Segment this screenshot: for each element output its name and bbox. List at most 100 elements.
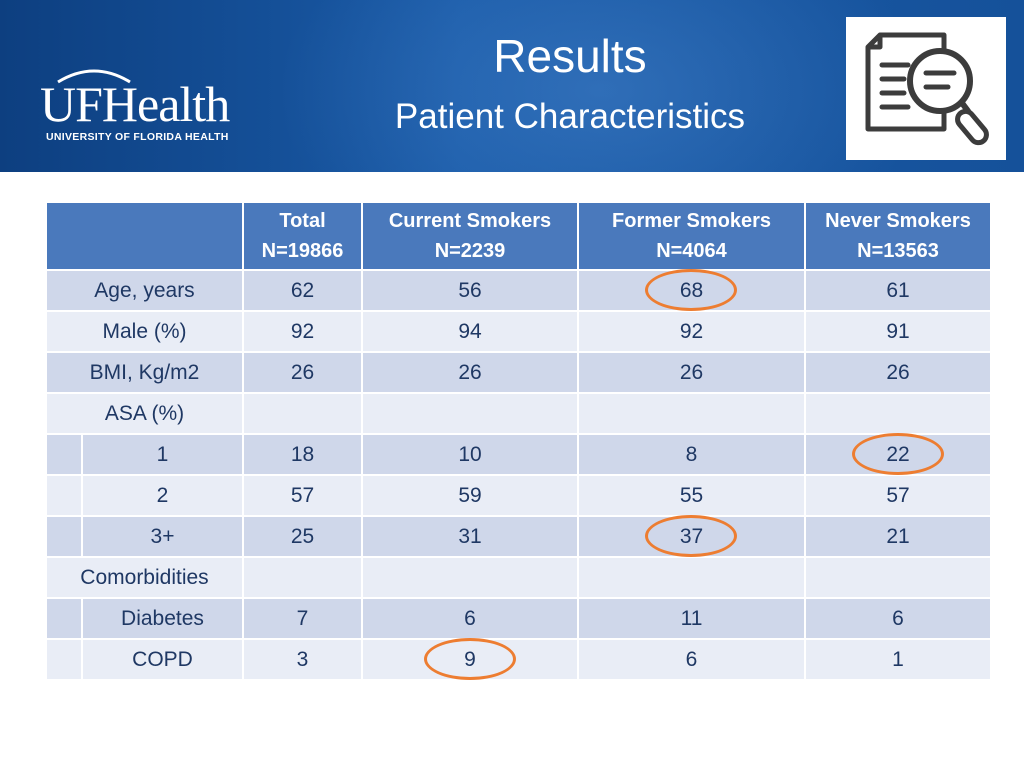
cell-value: 9 bbox=[464, 648, 476, 671]
cell-value: 26 bbox=[680, 361, 703, 384]
cell-value: 6 bbox=[892, 607, 904, 630]
indent-spacer-cell bbox=[46, 434, 82, 475]
table-header-row: Total N=19866 Current Smokers N=2239 Forme… bbox=[46, 202, 991, 270]
value-cell: 57 bbox=[243, 475, 362, 516]
cell-value: 31 bbox=[458, 525, 481, 548]
cell-value: 11 bbox=[681, 607, 703, 630]
cell-value-wrap: 94 bbox=[458, 320, 481, 344]
value-cell: 31 bbox=[362, 516, 578, 557]
value-cell bbox=[578, 557, 805, 598]
indent-spacer-cell bbox=[46, 598, 82, 639]
value-cell bbox=[362, 393, 578, 434]
value-cell: 1 bbox=[805, 639, 991, 680]
value-cell: 9 bbox=[362, 639, 578, 680]
cell-value: 37 bbox=[680, 525, 703, 548]
cell-value: 3 bbox=[297, 648, 309, 671]
value-cell: 91 bbox=[805, 311, 991, 352]
table-row: 2 57 59 55 57 bbox=[46, 475, 991, 516]
row-label: 3+ bbox=[82, 516, 243, 557]
value-cell: 61 bbox=[805, 270, 991, 311]
table-row: BMI, Kg/m2 26 26 26 26 bbox=[46, 352, 991, 393]
header-corner-cell bbox=[46, 202, 243, 270]
value-cell: 25 bbox=[243, 516, 362, 557]
header-col-name: Never Smokers bbox=[825, 210, 971, 232]
header-col-n: N=13563 bbox=[857, 240, 939, 262]
patient-characteristics-table: Total N=19866 Current Smokers N=2239 Forme… bbox=[45, 201, 992, 681]
cell-value: 55 bbox=[680, 484, 703, 507]
cell-value-wrap: 22 bbox=[886, 443, 909, 467]
header-cell: Former Smokers N=4064 bbox=[578, 202, 805, 270]
document-magnifier-icon bbox=[846, 17, 1006, 160]
cell-value: 21 bbox=[886, 525, 909, 548]
value-cell: 26 bbox=[243, 352, 362, 393]
cell-value-wrap: 26 bbox=[886, 361, 909, 385]
indent-spacer-cell bbox=[46, 516, 82, 557]
cell-value-wrap: 37 bbox=[680, 525, 703, 549]
cell-value: 56 bbox=[458, 279, 481, 302]
value-cell: 26 bbox=[805, 352, 991, 393]
cell-value-wrap: 91 bbox=[886, 320, 909, 344]
cell-value: 62 bbox=[291, 279, 314, 302]
row-label: ASA (%) bbox=[46, 393, 243, 434]
cell-value: 92 bbox=[680, 320, 703, 343]
header-col-n: N=4064 bbox=[656, 240, 727, 262]
value-cell bbox=[243, 393, 362, 434]
table-row: Comorbidities bbox=[46, 557, 991, 598]
cell-value: 22 bbox=[886, 443, 909, 466]
table-row: Age, years 62 56 68 61 bbox=[46, 270, 991, 311]
cell-value-wrap: 92 bbox=[680, 320, 703, 344]
logo-subtitle: UNIVERSITY OF FLORIDA HEALTH bbox=[46, 131, 229, 143]
cell-value-wrap: 92 bbox=[291, 320, 314, 344]
header-col-name: Former Smokers bbox=[612, 210, 771, 232]
header-col-n: N=2239 bbox=[435, 240, 506, 262]
cell-value-wrap: 9 bbox=[464, 648, 476, 672]
cell-value-wrap: 57 bbox=[886, 484, 909, 508]
table-row: ASA (%) bbox=[46, 393, 991, 434]
row-label: Male (%) bbox=[46, 311, 243, 352]
cell-value-wrap: 10 bbox=[458, 443, 481, 467]
cell-value-wrap: 25 bbox=[291, 525, 314, 549]
table-row: 1 18 10 8 22 bbox=[46, 434, 991, 475]
header-cell: Never Smokers N=13563 bbox=[805, 202, 991, 270]
value-cell bbox=[805, 557, 991, 598]
value-cell: 8 bbox=[578, 434, 805, 475]
cell-value-wrap: 26 bbox=[458, 361, 481, 385]
cell-value-wrap: 56 bbox=[458, 279, 481, 303]
value-cell: 92 bbox=[578, 311, 805, 352]
cell-value-wrap: 68 bbox=[680, 279, 703, 303]
cell-value-wrap: 18 bbox=[291, 443, 314, 467]
table-row: Male (%) 92 94 92 91 bbox=[46, 311, 991, 352]
cell-value: 1 bbox=[892, 648, 904, 671]
table-row: COPD 3 9 6 1 bbox=[46, 639, 991, 680]
header-cell: Current Smokers N=2239 bbox=[362, 202, 578, 270]
cell-value-wrap: 6 bbox=[892, 607, 904, 631]
value-cell bbox=[243, 557, 362, 598]
value-cell: 55 bbox=[578, 475, 805, 516]
cell-value-wrap: 26 bbox=[680, 361, 703, 385]
cell-value-wrap: 59 bbox=[458, 484, 481, 508]
header-col-name: Current Smokers bbox=[389, 210, 551, 232]
cell-value: 57 bbox=[291, 484, 314, 507]
slide-subtitle: Patient Characteristics bbox=[340, 94, 800, 140]
row-label: COPD bbox=[82, 639, 243, 680]
cell-value: 92 bbox=[291, 320, 314, 343]
slide-title: Results bbox=[360, 28, 780, 84]
cell-value: 61 bbox=[886, 279, 909, 302]
cell-value: 25 bbox=[291, 525, 314, 548]
value-cell: 22 bbox=[805, 434, 991, 475]
row-label: 1 bbox=[82, 434, 243, 475]
cell-value-wrap: 11 bbox=[681, 607, 703, 631]
value-cell: 56 bbox=[362, 270, 578, 311]
value-cell: 18 bbox=[243, 434, 362, 475]
cell-value: 59 bbox=[458, 484, 481, 507]
cell-value: 57 bbox=[886, 484, 909, 507]
row-label: Diabetes bbox=[82, 598, 243, 639]
cell-value-wrap: 1 bbox=[892, 648, 904, 672]
value-cell: 68 bbox=[578, 270, 805, 311]
cell-value: 94 bbox=[458, 320, 481, 343]
row-label: 2 bbox=[82, 475, 243, 516]
value-cell: 59 bbox=[362, 475, 578, 516]
value-cell: 21 bbox=[805, 516, 991, 557]
table-row: Diabetes 7 6 11 6 bbox=[46, 598, 991, 639]
cell-value: 18 bbox=[291, 443, 314, 466]
